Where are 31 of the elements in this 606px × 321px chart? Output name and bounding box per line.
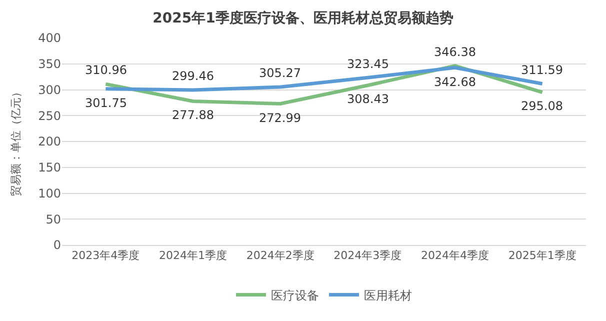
y-tick-label: 50 [46,212,61,226]
y-axis-title: 贸易额：单位（亿元） [10,86,23,196]
x-tick-label: 2023年4季度 [72,249,140,262]
x-tick-label: 2024年2季度 [246,249,314,262]
x-tick-label: 2025年1季度 [508,249,576,262]
data-label: 311.59 [521,63,563,77]
legend-label: 医疗设备 [271,288,319,302]
data-label: 308.43 [347,92,389,106]
data-label: 272.99 [259,111,301,125]
x-tick-label: 2024年4季度 [421,249,489,262]
y-tick-label: 100 [38,186,61,200]
legend-label: 医用耗材 [364,288,412,302]
data-label: 277.88 [172,108,214,122]
data-label: 346.38 [434,45,476,59]
y-tick-label: 0 [53,238,61,252]
y-tick-label: 150 [38,160,61,175]
data-label: 310.96 [85,63,127,77]
x-tick-label: 2024年1季度 [159,249,227,262]
y-tick-label: 250 [38,108,61,123]
data-label: 301.75 [85,96,127,110]
data-label: 295.08 [521,99,563,113]
y-tick-label: 400 [38,31,61,46]
x-tick-label: 2024年3季度 [334,249,402,262]
data-label: 299.46 [172,69,214,83]
chart-title: 2025年1季度医疗设备、医用耗材总贸易额趋势 [152,10,454,27]
y-tick-label: 300 [38,82,61,97]
y-tick-label: 350 [38,57,61,72]
data-label: 305.27 [259,66,301,80]
y-tick-label: 200 [38,134,61,149]
data-label: 342.68 [434,75,476,89]
data-label: 323.45 [347,57,389,71]
